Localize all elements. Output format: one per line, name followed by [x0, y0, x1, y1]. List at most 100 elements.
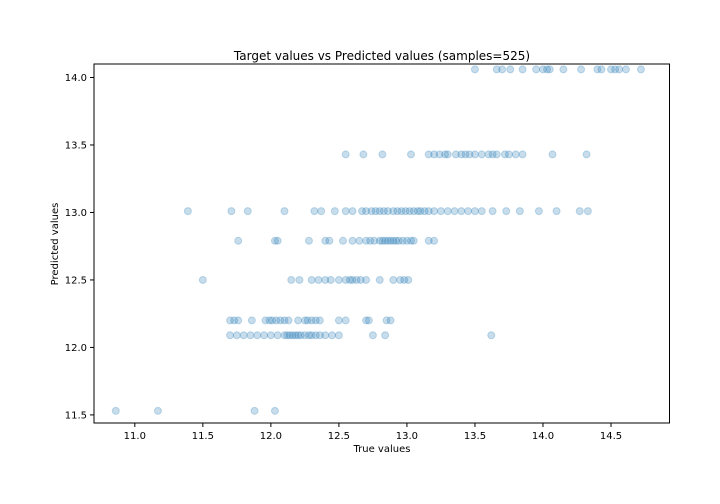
x-axis-ticks: 11.0 11.5 12.0 12.5 13.0 13.5 14.0 14.5 — [124, 423, 622, 442]
data-point — [518, 150, 527, 159]
data-point — [268, 316, 277, 325]
data-point — [246, 331, 255, 340]
data-point — [492, 150, 501, 159]
data-point — [375, 207, 384, 216]
y-axis-ticks: 11.5 12.0 12.5 13.0 13.5 14.0 — [65, 73, 94, 421]
data-point — [315, 316, 324, 325]
data-point — [397, 207, 406, 216]
data-point — [272, 316, 281, 325]
data-point — [326, 275, 335, 284]
data-point — [226, 331, 235, 340]
y-tick-label: 13.0 — [65, 208, 87, 219]
data-point — [270, 236, 279, 245]
data-point — [492, 65, 501, 74]
data-point — [597, 65, 606, 74]
data-point — [443, 207, 452, 216]
data-point — [328, 331, 337, 340]
data-point — [378, 236, 387, 245]
data-point — [362, 316, 371, 325]
data-point — [250, 406, 259, 415]
y-tick-label: 12.5 — [65, 275, 87, 286]
data-point — [280, 207, 289, 216]
data-point — [280, 331, 289, 340]
data-point — [424, 236, 433, 245]
data-point — [334, 275, 343, 284]
data-point — [315, 331, 324, 340]
data-point — [253, 331, 262, 340]
data-point — [435, 150, 444, 159]
data-point — [389, 207, 398, 216]
data-point — [260, 331, 269, 340]
data-point — [303, 316, 312, 325]
x-tick-label: 11.5 — [192, 431, 214, 442]
data-point — [506, 65, 515, 74]
data-point — [381, 236, 390, 245]
y-tick-label: 12.0 — [65, 343, 87, 354]
data-point — [304, 331, 313, 340]
data-point — [247, 316, 256, 325]
data-point — [402, 236, 411, 245]
data-point — [430, 150, 439, 159]
data-point — [416, 207, 425, 216]
data-point — [518, 65, 527, 74]
data-point — [502, 207, 511, 216]
data-point — [401, 207, 410, 216]
data-point — [484, 150, 493, 159]
data-point — [317, 207, 326, 216]
data-point — [382, 316, 391, 325]
data-point — [636, 65, 645, 74]
data-point — [352, 275, 361, 284]
data-point — [273, 331, 282, 340]
data-point — [307, 331, 316, 340]
data-point — [276, 316, 285, 325]
data-point — [243, 207, 252, 216]
data-point — [348, 275, 357, 284]
data-point — [559, 65, 568, 74]
data-point — [348, 207, 357, 216]
points-layer — [111, 65, 645, 415]
data-point — [300, 331, 309, 340]
data-point — [615, 65, 624, 74]
data-point — [487, 331, 496, 340]
data-point — [321, 275, 330, 284]
data-point — [477, 150, 486, 159]
data-point — [261, 316, 270, 325]
data-point — [234, 316, 243, 325]
x-tick-label: 14.5 — [600, 431, 622, 442]
chart-title: Target values vs Predicted values (sampl… — [233, 49, 530, 63]
data-point — [341, 150, 350, 159]
data-point — [504, 150, 513, 159]
y-tick-label: 14.0 — [65, 73, 87, 84]
x-axis-label: True values — [353, 444, 411, 455]
data-point — [407, 150, 415, 159]
data-point — [392, 236, 401, 245]
data-point — [355, 236, 364, 245]
data-point — [341, 316, 350, 325]
data-point — [443, 150, 452, 159]
data-point — [396, 275, 405, 284]
x-tick-label: 13.0 — [396, 431, 418, 442]
data-point — [488, 150, 497, 159]
data-point — [325, 236, 334, 245]
data-point — [582, 150, 591, 159]
data-point — [370, 236, 379, 245]
data-point — [280, 316, 289, 325]
data-point — [295, 275, 304, 284]
data-point — [358, 207, 367, 216]
data-point — [515, 207, 524, 216]
data-point — [450, 207, 459, 216]
data-point — [621, 65, 630, 74]
data-point — [409, 207, 418, 216]
data-point — [532, 65, 541, 74]
x-tick-label: 11.0 — [124, 431, 146, 442]
data-point — [307, 275, 316, 284]
data-point — [338, 236, 347, 245]
data-point — [366, 236, 375, 245]
data-point — [465, 150, 474, 159]
data-point — [314, 275, 323, 284]
data-point — [226, 316, 235, 325]
x-tick-label: 13.5 — [464, 431, 486, 442]
data-point — [511, 150, 520, 159]
